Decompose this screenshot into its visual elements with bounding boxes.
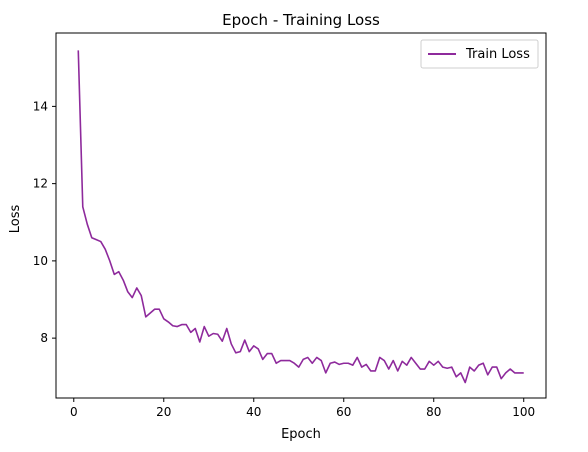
legend: Train Loss [420, 39, 539, 69]
plot-frame [55, 32, 547, 399]
x-axis-ticks: 0 20 40 60 80 100 [70, 398, 535, 419]
x-axis-label: Epoch [281, 427, 321, 442]
x-tick-label: 40 [246, 405, 261, 419]
y-axis-label: Loss [8, 205, 23, 234]
x-tick-label: 20 [156, 405, 171, 419]
legend-box [420, 39, 539, 69]
legend-label: Train Loss [465, 47, 530, 62]
y-tick-label: 14 [33, 99, 48, 113]
x-tick-label: 80 [426, 405, 441, 419]
x-tick-label: 60 [336, 405, 351, 419]
y-tick-label: 12 [33, 177, 48, 191]
series-line-0 [77, 50, 524, 384]
x-tick-label: 100 [512, 405, 535, 419]
y-tick-label: 8 [40, 331, 48, 345]
series-layer [77, 50, 524, 384]
y-tick-label: 10 [33, 254, 48, 268]
plot-area [55, 32, 547, 399]
y-axis-ticks: 8 10 12 14 [33, 99, 56, 345]
chart-title: Epoch - Training Loss [222, 11, 380, 29]
x-tick-label: 0 [70, 405, 78, 419]
